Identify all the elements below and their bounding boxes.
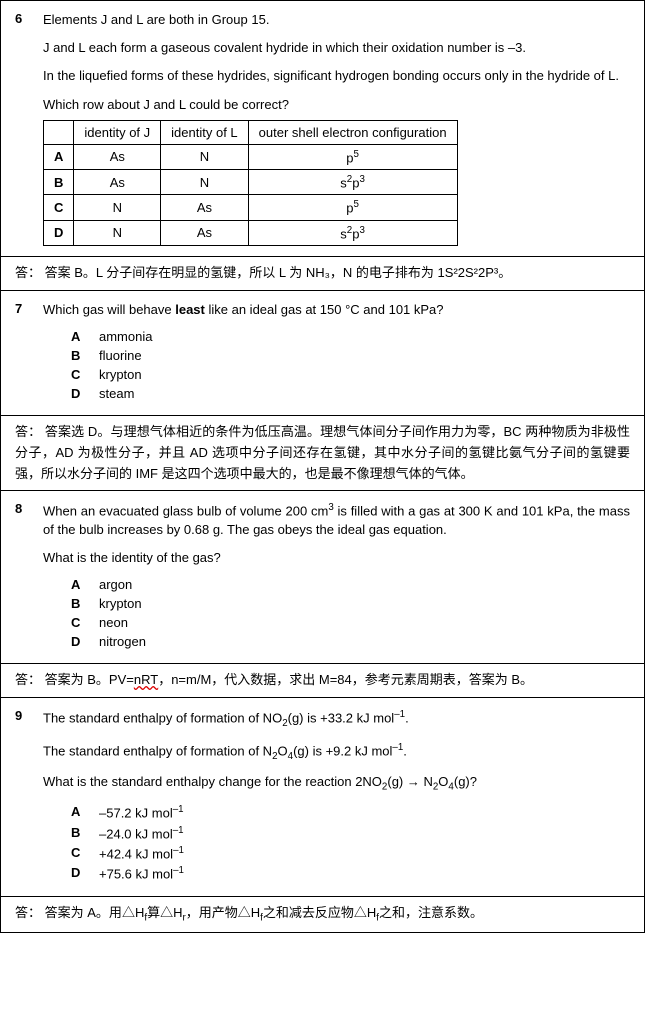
q7-number: 7 bbox=[15, 301, 43, 405]
q6-cfg-a: p5 bbox=[248, 144, 457, 169]
q7-opt-c: Ckrypton bbox=[71, 367, 630, 382]
question-7: 7 Which gas will behave least like an id… bbox=[1, 291, 644, 416]
q6-row-a: A As N p5 bbox=[44, 144, 458, 169]
q6-th-j: identity of J bbox=[74, 120, 161, 144]
q9-answer: 答： 答案为 A。用△Hf算△Hr，用产物△Hf之和减去反应物△Hf之和，注意系… bbox=[1, 897, 644, 932]
q6-table: identity of J identity of L outer shell … bbox=[43, 120, 458, 246]
q8-options: Aargon Bkrypton Cneon Dnitrogen bbox=[71, 577, 630, 649]
q8-p2: What is the identity of the gas? bbox=[43, 549, 630, 567]
q9-p3: What is the standard enthalpy change for… bbox=[43, 773, 630, 794]
q6-cfg-c: p5 bbox=[248, 195, 457, 220]
q9-opt-b: B–24.0 kJ mol–1 bbox=[71, 825, 630, 841]
q8-p1: When an evacuated glass bulb of volume 2… bbox=[43, 501, 630, 539]
q8-number: 8 bbox=[15, 501, 43, 653]
q7-ans-label: 答： bbox=[15, 424, 41, 439]
q9-p2: The standard enthalpy of formation of N2… bbox=[43, 741, 630, 764]
q6-th-l: identity of L bbox=[161, 120, 249, 144]
q6-row-c: C N As p5 bbox=[44, 195, 458, 220]
q9-number: 9 bbox=[15, 708, 43, 886]
q6-ans-label: 答： bbox=[15, 265, 41, 280]
q6-p1: Elements J and L are both in Group 15. bbox=[43, 11, 630, 29]
q6-th-blank bbox=[44, 120, 74, 144]
q9-p1: The standard enthalpy of formation of NO… bbox=[43, 708, 630, 731]
q7-opt-a: Aammonia bbox=[71, 329, 630, 344]
q6-row-d: D N As s2p3 bbox=[44, 220, 458, 245]
q8-body: When an evacuated glass bulb of volume 2… bbox=[43, 501, 630, 653]
q7-options: Aammonia Bfluorine Ckrypton Dsteam bbox=[71, 329, 630, 401]
q9-ans-label: 答： bbox=[15, 905, 41, 920]
q7-question: Which gas will behave least like an idea… bbox=[43, 301, 630, 319]
q8-answer: 答： 答案为 B。PV=nRT，n=m/M，代入数据，求出 M=84，参考元素周… bbox=[1, 664, 644, 698]
q6-cfg-b: s2p3 bbox=[248, 170, 457, 195]
q9-body: The standard enthalpy of formation of NO… bbox=[43, 708, 630, 886]
q8-opt-d: Dnitrogen bbox=[71, 634, 630, 649]
q6-ans-text: 答案 B。L 分子间存在明显的氢键，所以 L 为 NH₃，N 的电子排布为 1S… bbox=[45, 265, 512, 280]
q9-opt-c: C+42.4 kJ mol–1 bbox=[71, 845, 630, 861]
q7-body: Which gas will behave least like an idea… bbox=[43, 301, 630, 405]
q6-body: Elements J and L are both in Group 15. J… bbox=[43, 11, 630, 114]
q9-opt-a: A–57.2 kJ mol–1 bbox=[71, 804, 630, 820]
q6-answer: 答： 答案 B。L 分子间存在明显的氢键，所以 L 为 NH₃，N 的电子排布为… bbox=[1, 257, 644, 291]
q9-opt-d: D+75.6 kJ mol–1 bbox=[71, 865, 630, 881]
q9-ans-text: 答案为 A。用△Hf算△Hr，用产物△Hf之和减去反应物△Hf之和，注意系数。 bbox=[45, 905, 483, 920]
q8-opt-b: Bkrypton bbox=[71, 596, 630, 611]
q8-opt-a: Aargon bbox=[71, 577, 630, 592]
question-8: 8 When an evacuated glass bulb of volume… bbox=[1, 491, 644, 664]
question-6: 6 Elements J and L are both in Group 15.… bbox=[1, 1, 644, 257]
q7-opt-d: Dsteam bbox=[71, 386, 630, 401]
q6-p4: Which row about J and L could be correct… bbox=[43, 96, 630, 114]
q6-p3: In the liquefied forms of these hydrides… bbox=[43, 67, 630, 85]
q6-row-b: B As N s2p3 bbox=[44, 170, 458, 195]
q7-opt-b: Bfluorine bbox=[71, 348, 630, 363]
q6-p2: J and L each form a gaseous covalent hyd… bbox=[43, 39, 630, 57]
q8-ans-text: 答案为 B。PV=nRT，n=m/M，代入数据，求出 M=84，参考元素周期表，… bbox=[45, 672, 533, 687]
exam-page: 6 Elements J and L are both in Group 15.… bbox=[0, 0, 645, 933]
q7-answer: 答： 答案选 D。与理想气体相近的条件为低压高温。理想气体间分子间作用力为零，B… bbox=[1, 416, 644, 491]
q6-number: 6 bbox=[15, 11, 43, 114]
q6-th-cfg: outer shell electron configuration bbox=[248, 120, 457, 144]
question-9: 9 The standard enthalpy of formation of … bbox=[1, 698, 644, 897]
q6-cfg-d: s2p3 bbox=[248, 220, 457, 245]
q7-ans-text: 答案选 D。与理想气体相近的条件为低压高温。理想气体间分子间作用力为零，BC 两… bbox=[15, 424, 630, 481]
q9-options: A–57.2 kJ mol–1 B–24.0 kJ mol–1 C+42.4 k… bbox=[71, 804, 630, 881]
q8-ans-label: 答： bbox=[15, 672, 41, 687]
q8-opt-c: Cneon bbox=[71, 615, 630, 630]
